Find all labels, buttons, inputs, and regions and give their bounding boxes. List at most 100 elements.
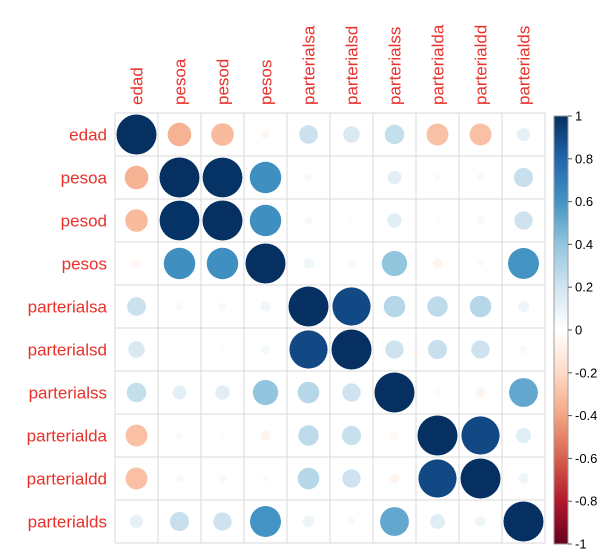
corr-circle-edad-parterialsd [343, 126, 360, 143]
corr-circle-pesos-pesoa [163, 247, 196, 280]
corr-circle-pesod-pesoa [159, 200, 200, 241]
corr-circle-pesoa-parterialdd [476, 173, 485, 182]
corr-circle-parterialsd-pesod [219, 346, 226, 353]
corr-circle-parterialds-edad [129, 514, 144, 529]
colorbar-tick-label: 0.6 [575, 194, 593, 209]
corr-circle-parterialda-edad [125, 424, 148, 447]
corr-circle-parterialda-parterialsa [298, 425, 319, 446]
column-label-parterialss: parterialss [386, 27, 405, 105]
corr-circle-parterialss-parterialds [509, 378, 538, 407]
colorbar-gradient [553, 115, 569, 545]
corr-circle-parterialsd-parterialsd [331, 329, 372, 370]
column-label-parterialsd: parterialsd [343, 26, 362, 105]
corr-circle-parterialds-pesoa [169, 511, 190, 532]
corr-circle-parterialsa-parterialsa [288, 286, 329, 327]
corr-circle-parterialsd-pesos [261, 345, 270, 354]
corr-circle-pesoa-pesos [249, 161, 282, 194]
row-label-parterialsd: parterialsd [28, 341, 107, 360]
corr-circle-parterialss-pesod [215, 385, 230, 400]
colorbar-tick-label: -0.8 [575, 494, 597, 509]
corr-circle-pesos-parterialdd [477, 260, 484, 267]
corr-circle-parterialds-parterialss [380, 507, 409, 536]
corr-circle-pesos-parterialds [508, 248, 539, 279]
corr-circle-parterialds-parterialda [430, 514, 445, 529]
row-label-parterialsa: parterialsa [28, 298, 108, 317]
corr-circle-parterialds-pesos [250, 506, 281, 537]
corr-circle-pesod-pesod [202, 200, 243, 241]
corr-circle-edad-parterialds [516, 127, 531, 142]
corr-circle-parterialss-parterialsa [297, 381, 320, 404]
corr-circle-parterialda-parterialda [417, 415, 458, 456]
column-label-parterialdd: parterialdd [472, 25, 491, 105]
corr-circle-parterialsd-parterialdd [471, 340, 490, 359]
colorbar-tick-label: 0.2 [575, 280, 593, 295]
corr-circle-parterialss-pesoa [172, 385, 187, 400]
corr-circle-parterialda-parterialdd [461, 416, 500, 455]
corr-circle-parterialsa-parterialda [427, 296, 448, 317]
corr-circle-pesod-parterialss [387, 213, 402, 228]
row-labels: edad pesoa pesod pesos parterialsa parterials… [27, 126, 108, 532]
corr-circle-parterialsa-pesos [260, 301, 271, 312]
corr-circle-parterialdd-edad [125, 467, 148, 490]
corr-circle-parterialsd-parterialds [519, 345, 528, 354]
corr-circle-parterialss-parterialda [433, 388, 442, 397]
corr-circle-parterialdd-parterialsd [342, 469, 361, 488]
corr-circle-parterialda-pesod [219, 432, 226, 439]
corr-circle-parterialds-parterialsd [347, 517, 356, 526]
corr-circle-parterialda-parterialds [516, 428, 531, 443]
corr-circle-pesoa-parterialsa [304, 173, 313, 182]
colorbar-tick-label: -0.6 [575, 451, 597, 466]
corr-circle-edad-edad [116, 114, 157, 155]
colorbar-tick-label: 0.8 [575, 151, 593, 166]
colorbar: 1 0.8 0.6 0.4 0.2 0 -0.2 -0.4 -0.6 -0.8 -1 [553, 109, 597, 552]
corr-circle-parterialss-parterialsd [342, 383, 361, 402]
corr-circle-parterialds-parterialsa [302, 515, 315, 528]
corr-circle-parterialsd-parterialda [427, 339, 448, 360]
colorbar-tick-label: -0.2 [575, 365, 597, 380]
corr-circle-edad-pesod [211, 123, 234, 146]
corr-circle-parterialdd-pesod [218, 474, 227, 483]
corr-circle-pesos-edad [132, 259, 141, 268]
corr-circle-pesoa-parterialds [513, 167, 534, 188]
corr-circle-parterialds-parterialds [503, 501, 544, 542]
corr-circle-parterialsa-edad [127, 297, 146, 316]
corr-circle-parterialdd-pesos [262, 475, 269, 482]
corr-circle-pesod-parterialds [514, 211, 533, 230]
row-label-parterialds: parterialds [28, 513, 107, 532]
row-label-pesoa: pesoa [61, 169, 108, 188]
row-label-parterialda: parterialda [27, 427, 108, 446]
corr-circle-pesod-parterialda [434, 217, 441, 224]
corr-circle-pesos-parterialss [381, 250, 408, 277]
corr-circle-parterialss-parterialss [374, 372, 415, 413]
column-label-parterialsa: parterialsa [300, 25, 319, 105]
corr-circle-parterialss-parterialdd [475, 387, 486, 398]
corr-circle-parterialda-pesos [260, 430, 271, 441]
column-labels: edad pesoa pesod pesos parterialsa parterials… [128, 24, 534, 105]
corr-circle-pesoa-edad [124, 165, 149, 190]
corr-circle-pesos-pesos [245, 243, 286, 284]
column-label-parterialda: parterialda [429, 24, 448, 105]
corr-circle-parterialsa-parterialss [383, 295, 406, 318]
corr-circle-parterialda-pesoa [176, 432, 183, 439]
corr-circle-parterialsa-pesod [218, 302, 227, 311]
corr-circle-pesos-parterialda [432, 258, 443, 269]
colorbar-tick-label: -0.4 [575, 408, 597, 423]
column-label-pesoa: pesoa [171, 58, 190, 105]
row-label-parterialdd: parterialdd [27, 470, 107, 489]
corr-circle-pesoa-pesoa [159, 157, 200, 198]
corr-circle-parterialdd-parterialss [389, 473, 400, 484]
column-label-pesos: pesos [257, 60, 276, 105]
corr-circle-pesoa-parterialda [434, 174, 441, 181]
corr-circle-pesos-parterialsd [347, 259, 356, 268]
row-label-parterialss: parterialss [29, 384, 107, 403]
corr-circle-pesod-parterialsa [304, 216, 313, 225]
corr-circle-pesos-pesod [206, 247, 239, 280]
corr-circle-parterialda-parterialsd [341, 425, 362, 446]
row-label-edad: edad [69, 126, 107, 145]
corr-circle-parterialdd-parterialda [418, 459, 457, 498]
colorbar-tick-label: 0 [575, 323, 582, 338]
corr-circle-edad-parterialda [426, 123, 449, 146]
corr-circle-edad-pesos [261, 130, 270, 139]
corr-circle-parterialsa-pesoa [175, 302, 184, 311]
